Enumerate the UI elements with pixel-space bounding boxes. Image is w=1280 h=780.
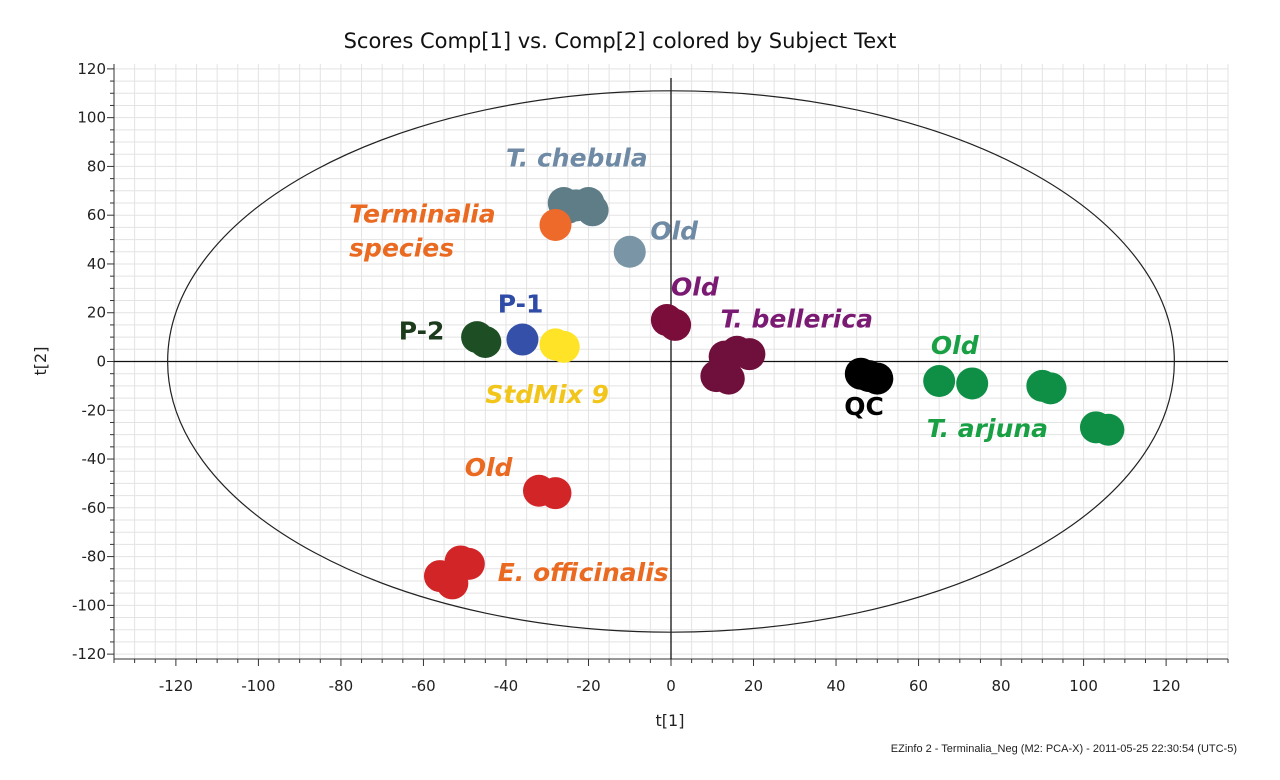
x-tick-label: 0 [666,677,676,695]
axes [113,64,1228,660]
y-tick-label: -120 [72,645,106,663]
x-tick-label: 60 [909,677,928,695]
score-point [956,367,989,400]
x-tick-label: 120 [1152,677,1181,695]
y-tick-label: 120 [77,60,106,78]
data-points [423,186,1125,600]
tick-labels: -120 -100 -80 -60 -40 -20 0 20 40 60 80 100 120 -120 -… [72,60,1180,695]
group-label: T. chebula [506,143,648,172]
x-tick-label: 100 [1069,677,1098,695]
group-label: Old [465,453,514,482]
score-point [436,567,469,600]
x-tick-label: -120 [159,677,193,695]
x-tick-label: -40 [494,677,519,695]
score-point [539,477,572,510]
x-tick-label: 40 [826,677,845,695]
y-tick-label: 40 [87,255,106,273]
hotelling-ellipse [167,90,1175,633]
x-tick-label: -60 [411,677,436,695]
score-point [613,235,646,268]
x-tick-label: -100 [241,677,275,695]
score-point [539,208,572,241]
score-point [1092,413,1125,446]
score-point [1034,372,1067,405]
score-point [469,325,502,358]
chart-title: Scores Comp[1] vs. Comp[2] colored by Su… [344,29,897,53]
x-tick-label: 80 [992,677,1011,695]
x-tick-label: -80 [329,677,354,695]
y-tick-label: -100 [72,596,106,614]
footer-text: EZinfo 2 - Terminalia_Neg (M2: PCA-X) - … [891,743,1237,755]
score-point [547,330,580,363]
y-tick-label: -20 [82,401,107,419]
score-point [861,362,894,395]
y-axis-title: t[2] [31,347,50,376]
y-tick-label: -80 [82,548,107,566]
y-tick-label: 100 [77,109,106,127]
group-label: Old [650,217,699,246]
group-label: species [349,234,454,263]
y-tick-label: 60 [87,206,106,224]
y-tick-label: -40 [82,450,107,468]
group-label: QC [844,392,884,421]
group-label: P-1 [498,290,544,319]
score-point [712,362,745,395]
group-label: P-2 [399,317,445,346]
group-label: T. bellerica [721,304,874,333]
group-label: Terminalia [349,200,495,229]
group-label: E. officinalis [498,558,669,587]
score-point [506,323,539,356]
score-point [659,308,692,341]
x-tick-label: -20 [576,677,601,695]
group-label: Old [931,331,980,360]
group-label: T. arjuna [927,414,1048,443]
tick-marks [107,68,1229,666]
score-point [923,365,956,398]
group-label: Old [671,273,720,302]
group-label: StdMix 9 [485,380,609,409]
y-tick-label: -60 [82,499,107,517]
y-tick-label: 80 [87,157,106,175]
x-tick-label: 20 [744,677,763,695]
score-point [560,189,593,222]
y-tick-label: 20 [87,304,106,322]
y-tick-label: 0 [96,353,106,371]
x-axis-title: t[1] [656,711,685,730]
score-point [733,338,766,371]
